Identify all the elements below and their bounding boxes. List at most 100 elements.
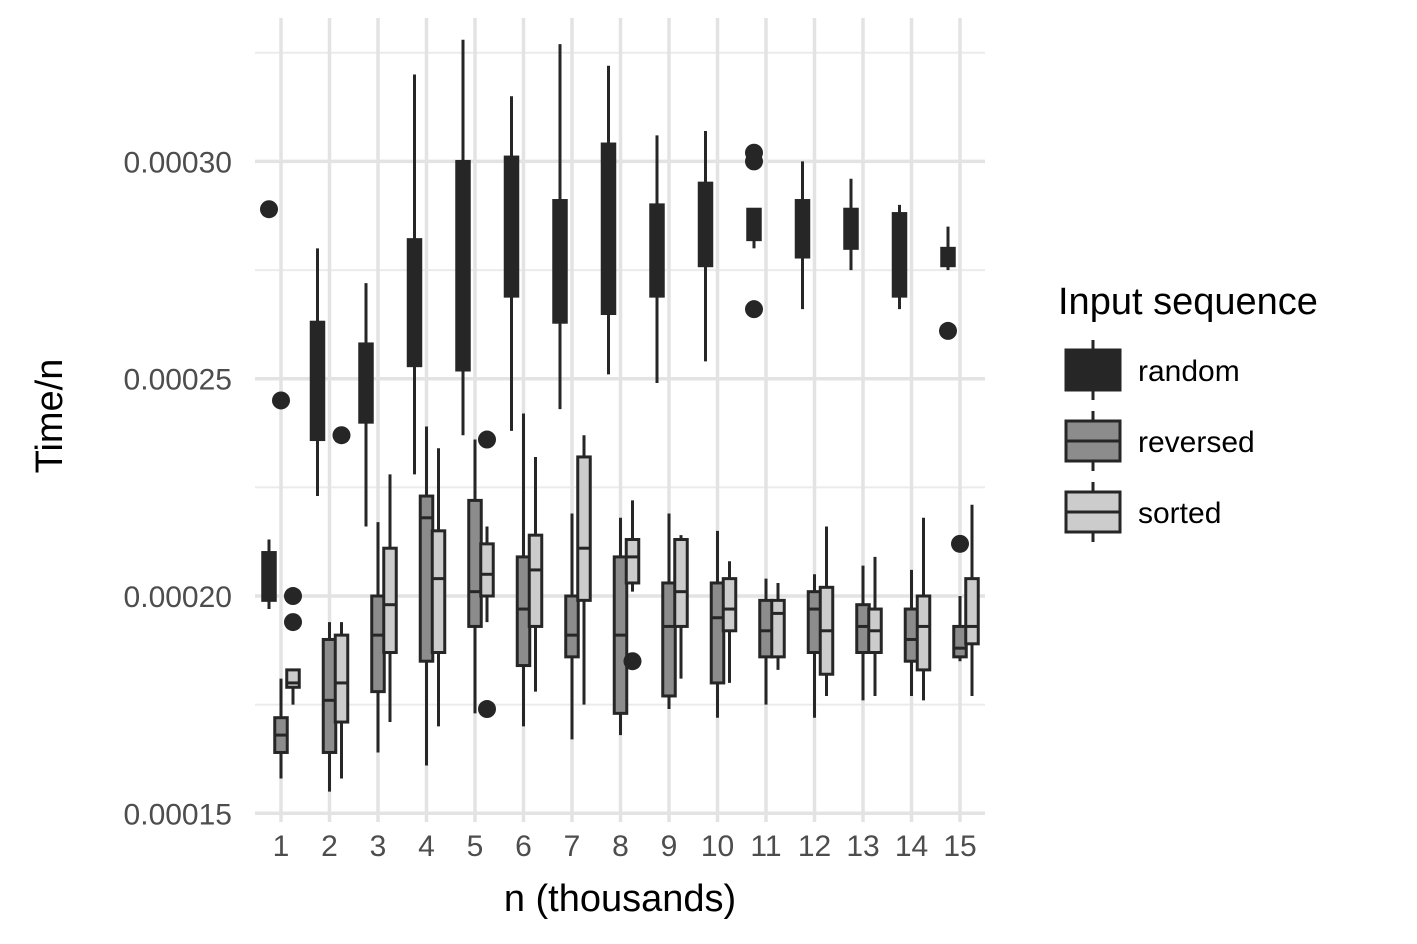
box [358,342,374,424]
box-sorted-5 [478,430,496,719]
box-reversed-1 [272,391,290,779]
x-tick-label: 8 [612,830,629,863]
box-sorted-11 [770,582,786,670]
legend-key-reversed: reversed [1064,411,1255,471]
legend-label-random: random [1138,355,1240,388]
box-sorted-7 [576,435,592,705]
box [382,546,398,655]
box [430,529,447,655]
box-sorted-4 [430,448,447,727]
x-tick-label: 10 [701,830,734,863]
box [600,142,617,316]
outlier-point [939,321,957,340]
box-sorted-3 [382,474,398,723]
outlier-point [745,300,763,319]
box [891,212,908,298]
box [624,538,641,585]
x-axis: 1 2 3 4 5 6 7 8 9 10 11 12 13 14 15 [273,830,977,863]
box-reversed-11 [758,578,774,705]
outlier-point [745,152,763,171]
y-tick-label: 0.00025 [124,364,232,397]
box [564,594,580,659]
box-reversed-10 [709,530,726,718]
box-reversed-6 [515,413,532,727]
legend-key-sorted: sorted [1064,482,1221,542]
plot-area [260,39,980,792]
box-random-11 [745,143,763,319]
outlier-point [260,200,278,219]
box-random-10 [697,130,714,362]
box [661,581,677,698]
box [721,577,738,633]
outlier-point [332,426,351,445]
box-reversed-4 [418,426,435,766]
box [479,542,495,598]
box-random-5 [455,39,471,436]
outlier-point [272,391,290,410]
box [746,207,762,242]
legend-label-reversed: reversed [1138,426,1255,459]
legend-label-sorted: sorted [1138,497,1221,530]
box-random-1 [260,200,278,610]
box-reversed-5 [467,439,483,714]
outlier-point [478,700,496,719]
box-reversed-8 [612,517,629,736]
box-sorted-10 [721,561,738,683]
legend: Input sequence random reversed sorted [1058,281,1318,542]
box-random-9 [649,135,665,384]
box [285,668,301,689]
x-tick-label: 9 [661,830,678,863]
box [576,455,592,602]
box-random-15 [939,226,957,340]
x-tick-label: 12 [798,830,831,863]
x-tick-label: 6 [515,830,532,863]
box-random-7 [552,44,568,410]
box [673,538,689,628]
box [333,633,350,724]
x-tick-label: 3 [370,830,387,863]
box [649,203,665,298]
box-random-2 [309,248,326,497]
x-tick-label: 15 [943,830,976,863]
box-random-8 [600,65,617,375]
box-sorted-14 [915,517,932,701]
box-sorted-13 [867,556,883,696]
outlier-point [951,534,969,553]
x-axis-title: n (thousands) [504,878,736,920]
box-sorted-8 [623,500,642,671]
box [794,199,811,259]
box-sorted-15 [964,504,980,696]
box-sorted-6 [527,456,544,692]
box [406,238,423,368]
box-sorted-9 [673,535,689,679]
series-reversed [272,391,969,792]
series-sorted [284,426,980,779]
box [770,598,786,659]
y-tick-label: 0.00020 [124,581,232,614]
x-tick-label: 4 [418,830,435,863]
x-tick-label: 1 [273,830,290,863]
legend-key-random: random [1064,340,1240,400]
box-random-3 [358,283,374,527]
box-sorted-1 [284,587,302,705]
x-tick-label: 2 [321,830,338,863]
box [309,320,326,442]
box-random-6 [503,96,520,431]
box [697,181,714,268]
box [261,551,277,602]
box [915,594,932,672]
legend-title: Input sequence [1058,281,1318,323]
x-tick-label: 7 [564,830,581,863]
box-reversed-15 [951,534,969,662]
y-axis: 0.00015 0.00020 0.00025 0.00030 [124,146,232,831]
outlier-point [623,652,642,671]
y-tick-label: 0.00015 [124,798,232,831]
box-sorted-12 [818,526,835,696]
box-reversed-13 [855,565,871,701]
x-tick-label: 5 [467,830,484,863]
box-reversed-9 [661,513,677,710]
x-tick-label: 11 [750,830,781,863]
box [964,577,980,646]
x-tick-label: 14 [895,830,928,863]
